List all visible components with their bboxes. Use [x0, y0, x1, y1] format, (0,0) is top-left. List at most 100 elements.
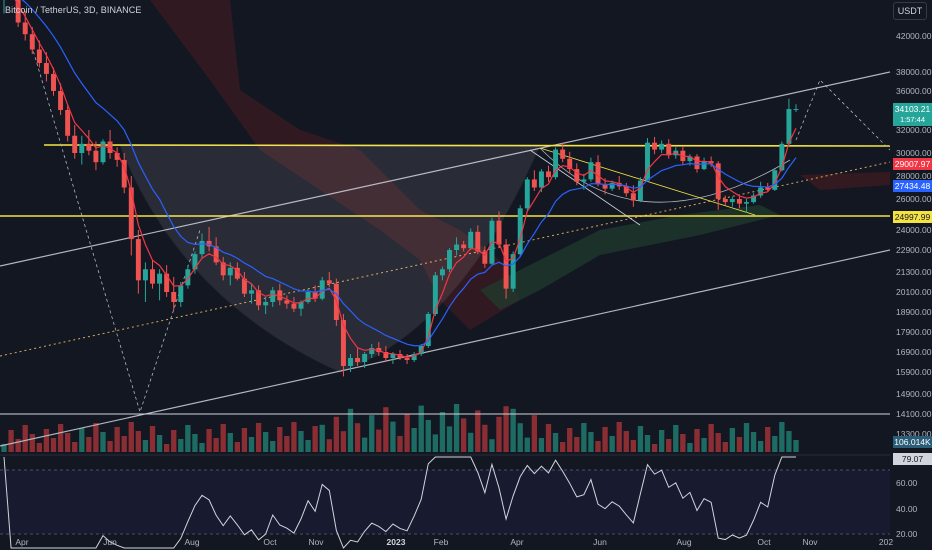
candle-body — [574, 169, 580, 182]
volume-bar — [559, 442, 566, 452]
volume-bar — [496, 416, 502, 452]
price-tick-label: 42000.00 — [896, 31, 932, 41]
candle-body — [418, 346, 424, 354]
volume-bar — [64, 433, 71, 452]
volume-bar — [57, 424, 64, 452]
volume-bar — [376, 429, 382, 452]
rsi-tick-label: 40.00 — [896, 504, 918, 514]
volume-bar — [192, 434, 198, 452]
time-tick-label: Apr — [510, 537, 524, 547]
time-tick-label: Nov — [802, 537, 818, 547]
candle-body — [249, 290, 254, 294]
volume-bar — [361, 437, 368, 452]
volume-bar — [248, 437, 255, 452]
volume-bar — [765, 427, 771, 452]
volume-bar — [793, 440, 799, 452]
volume-bar — [1, 444, 7, 452]
volume-bar — [468, 432, 474, 452]
volume-bar — [114, 427, 120, 452]
volume-bar — [156, 435, 163, 452]
candle-body — [729, 199, 735, 203]
volume-bar — [736, 437, 743, 452]
volume-bar — [475, 410, 481, 452]
volume-bar — [8, 430, 14, 452]
candle-body — [213, 246, 219, 263]
candle-body — [107, 141, 113, 153]
volume-bar — [602, 427, 608, 452]
candle-body — [157, 273, 163, 284]
volume-bar — [347, 408, 354, 452]
candle-body — [192, 254, 198, 270]
candle-body — [475, 231, 481, 252]
volume-bar — [333, 416, 340, 452]
rsi-tick-label: 20.00 — [896, 529, 918, 539]
time-tick-label: Jun — [593, 537, 607, 547]
volume-bar — [79, 428, 85, 452]
price-tick-label: 24000.00 — [896, 225, 932, 235]
candle-body — [751, 195, 757, 203]
volume-bar — [446, 426, 453, 452]
candle-body — [369, 348, 375, 354]
candle-body — [79, 143, 85, 153]
candle-body — [171, 292, 177, 302]
volume-bar — [531, 415, 538, 452]
volume-bar — [107, 441, 113, 452]
candle-body — [560, 149, 566, 159]
volume-bar — [86, 437, 92, 452]
candle-body — [29, 34, 35, 50]
price-tick-label: 14900.00 — [896, 389, 932, 399]
candle-body — [362, 354, 368, 362]
candle-body — [36, 49, 42, 63]
candle-body — [277, 290, 283, 301]
price-tick-label: 30000.00 — [896, 148, 932, 158]
time-tick-label: Oct — [757, 537, 771, 547]
candle-body — [461, 244, 467, 249]
volume-bar — [29, 434, 35, 452]
volume-bar — [439, 412, 446, 452]
volume-bar — [220, 424, 226, 452]
volume-bar — [715, 433, 721, 452]
price-tick-label: 38000.00 — [896, 67, 932, 77]
volume-bar — [135, 431, 142, 452]
time-tick-label: Oct — [263, 537, 277, 547]
rsi-band — [0, 470, 890, 534]
price-tag: 34103.21 — [893, 103, 932, 115]
volume-bar — [404, 413, 410, 452]
volume-bar — [708, 424, 714, 452]
volume-bar — [517, 423, 523, 452]
time-tick-label: Aug — [184, 537, 200, 547]
volume-bar — [786, 431, 792, 452]
currency-button[interactable]: USDT — [893, 2, 927, 20]
volume-bar — [354, 423, 361, 452]
candle-body — [128, 187, 134, 240]
candle-body — [93, 150, 99, 163]
candle-body — [722, 199, 728, 203]
candle-body — [553, 149, 559, 178]
candle-body — [517, 208, 523, 255]
volume-bar — [772, 436, 778, 452]
cloud-bearish — [150, 0, 520, 330]
candle-body — [298, 302, 304, 309]
candle-body — [43, 63, 49, 74]
volume-bar — [418, 405, 424, 452]
candle-body — [524, 179, 530, 209]
volume-bar — [178, 439, 184, 452]
symbol-title[interactable]: Bitcoin / TetherUS, 3D, BINANCE — [5, 5, 142, 15]
volume-bar — [270, 441, 276, 452]
volume-bar — [43, 429, 50, 452]
rsi-line — [3, 456, 796, 549]
candle-body — [256, 290, 262, 306]
candle-body — [744, 202, 749, 204]
candle-body — [567, 158, 573, 170]
candle-body — [150, 269, 155, 284]
time-tick-label: 2023 — [386, 537, 406, 547]
volume-bar — [284, 436, 290, 452]
candle-body — [58, 91, 64, 110]
volume-bar — [149, 426, 156, 452]
candle-body — [206, 240, 212, 247]
volume-bar — [234, 442, 241, 452]
candle-body — [241, 278, 247, 294]
candle-body — [72, 135, 78, 153]
volume-bar — [185, 425, 191, 452]
